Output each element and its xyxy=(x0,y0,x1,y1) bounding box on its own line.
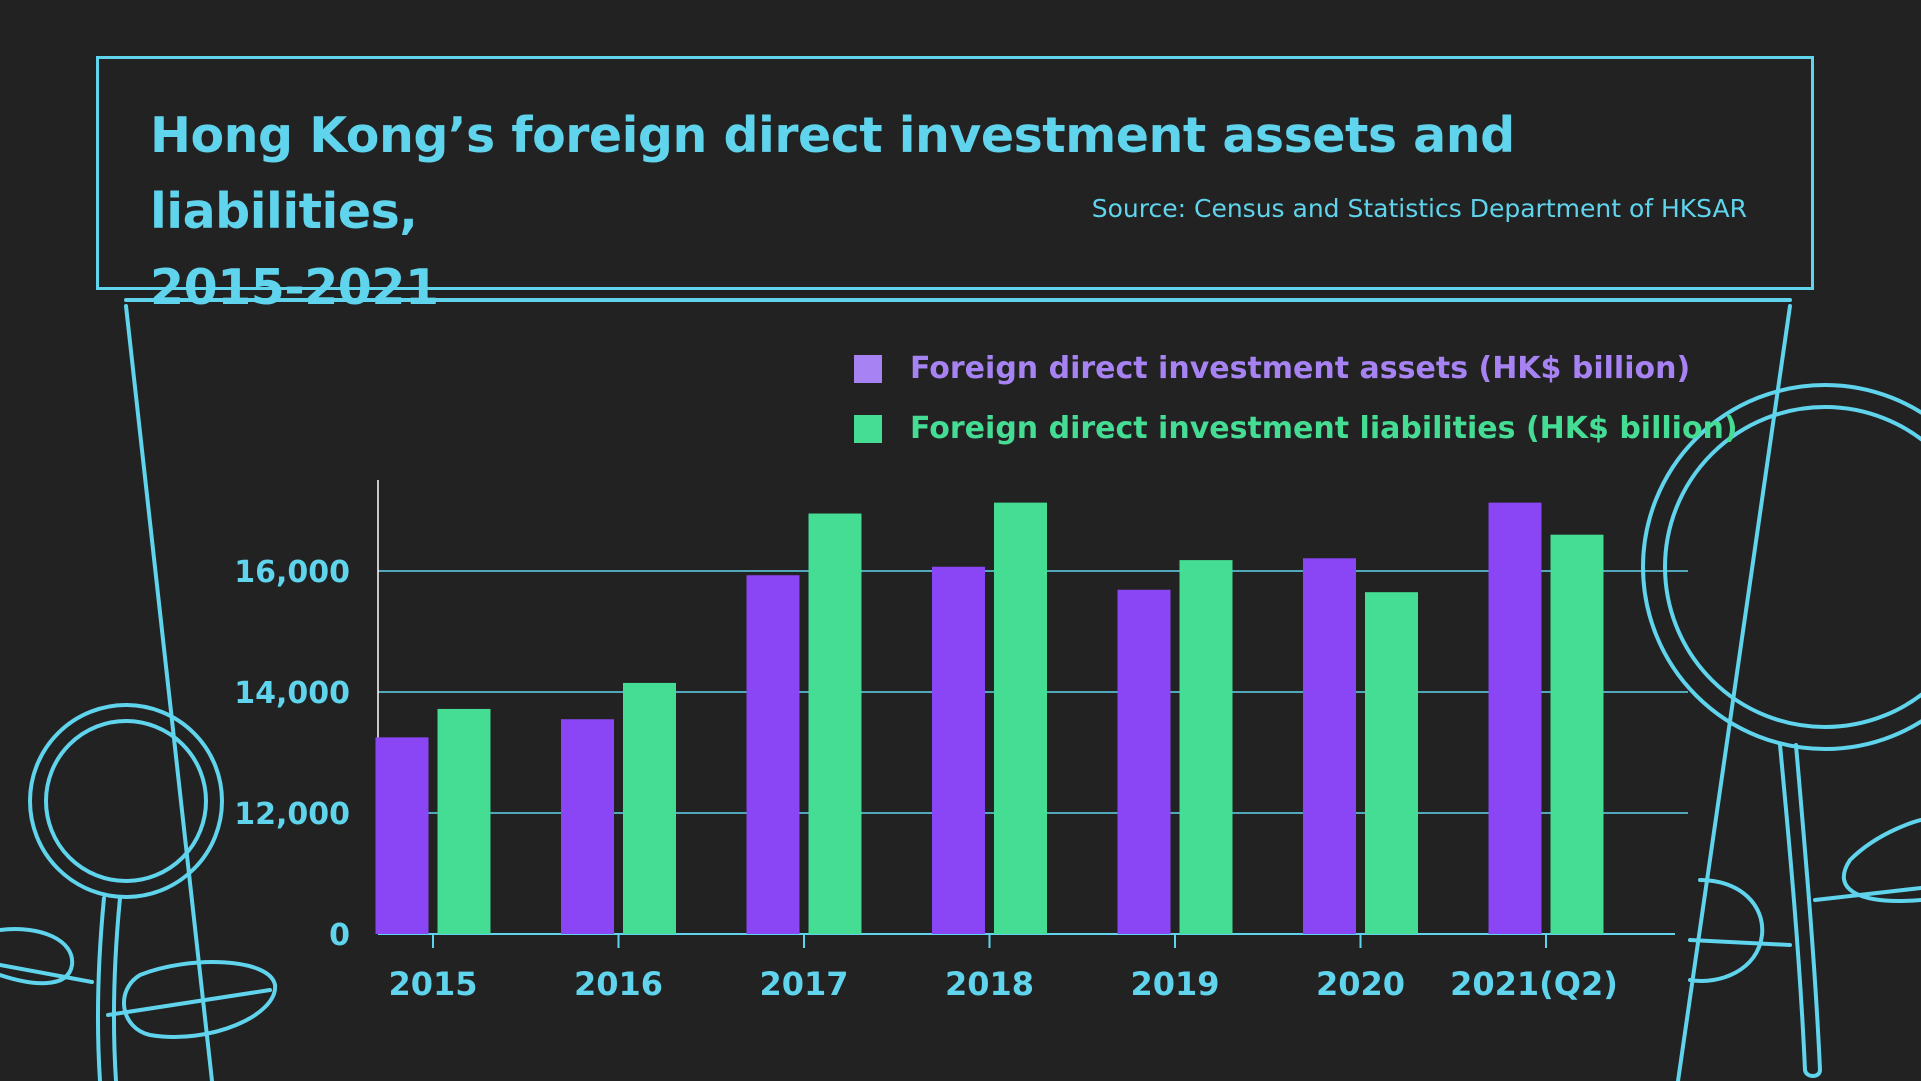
x-tick-label: 2019 xyxy=(1130,965,1219,1003)
title-box xyxy=(96,56,1814,290)
leaf-icon xyxy=(0,927,278,1039)
bar-assets xyxy=(561,719,614,934)
x-tick-label: 2017 xyxy=(759,965,848,1003)
legend-label-assets: Foreign direct investment assets (HK$ bi… xyxy=(910,351,1691,386)
x-tick-label: 2018 xyxy=(945,965,1034,1003)
bar-assets xyxy=(746,575,800,934)
legend-label-liabilities: Foreign direct investment liabilities (H… xyxy=(910,411,1738,446)
x-tick-label: 2015 xyxy=(388,965,477,1003)
y-tick-label: 14,000 xyxy=(234,676,350,711)
bar-assets xyxy=(1303,558,1356,934)
bar-liabilities xyxy=(437,708,491,934)
title-line-1: Hong Kong’s foreign direct investment as… xyxy=(150,107,1515,240)
x-tick-label: 2020 xyxy=(1316,965,1405,1003)
dollar-coin-icon xyxy=(1641,383,1921,1078)
legend-item-assets: Foreign direct investment assets (HK$ bi… xyxy=(854,350,1690,386)
bar-assets xyxy=(375,737,429,934)
x-tick-label: 2021(Q2) xyxy=(1450,965,1618,1003)
bar-assets xyxy=(932,566,985,934)
bar-liabilities xyxy=(623,682,676,934)
dollar-coin-icon xyxy=(28,703,224,1081)
bar-assets xyxy=(1488,502,1542,934)
source-note: Source: Census and Statistics Department… xyxy=(1091,194,1747,223)
y-tick-label: 16,000 xyxy=(234,555,350,590)
leaf-icon xyxy=(1688,818,1921,983)
legend-swatch-liabilities xyxy=(854,414,882,443)
legend-swatch-assets xyxy=(854,354,882,383)
chart-title: Hong Kong’s foreign direct investment as… xyxy=(150,98,1770,326)
bar-liabilities xyxy=(1179,560,1233,934)
bar-liabilities xyxy=(1365,592,1418,934)
title-line-2: 2015-2021 xyxy=(150,259,439,316)
bar-chart: 0 12,000 14,000 16,000 2015 2016 2017 2018 2019 2… xyxy=(234,480,1688,1003)
bar-liabilities xyxy=(808,513,862,934)
x-tick-label: 2016 xyxy=(574,965,663,1003)
y-tick-label: 12,000 xyxy=(234,797,350,832)
plant-pot-outline xyxy=(124,298,1792,1081)
legend-item-liabilities: Foreign direct investment liabilities (H… xyxy=(854,410,1738,446)
bar-liabilities xyxy=(1550,534,1604,934)
y-tick-label: 0 xyxy=(329,918,350,953)
bar-assets xyxy=(1117,589,1171,934)
bar-liabilities xyxy=(994,502,1047,934)
